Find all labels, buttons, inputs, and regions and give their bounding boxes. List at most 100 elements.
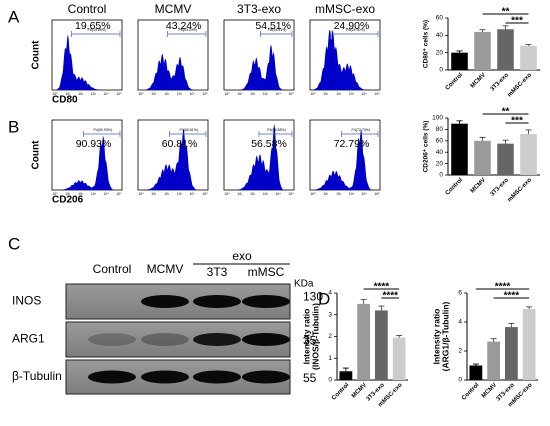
gate <box>71 31 121 37</box>
x-tick-label: Control <box>445 72 465 92</box>
row-label: INOS <box>12 294 41 308</box>
lane-label: MCMV <box>147 262 184 276</box>
bar <box>497 143 514 175</box>
x-tick-label: 10⁰ <box>310 92 316 96</box>
error-bar <box>456 50 463 53</box>
gate <box>167 31 207 37</box>
x-tick-label: 10² <box>250 192 256 196</box>
x-tick-label: 3T3-exo <box>490 72 511 93</box>
error-bar <box>525 43 532 46</box>
x-tick-label: 10⁴ <box>189 92 195 96</box>
x-tick-label: 10⁴ <box>103 92 109 96</box>
x-tick-label: 10⁴ <box>103 192 109 196</box>
percent-label: 54.51% <box>255 20 291 32</box>
y-tick-label: 0 <box>328 377 332 384</box>
row-label: β-Tubulin <box>12 369 62 383</box>
x-tick-label: Control <box>331 382 351 402</box>
x-tick-label: 10² <box>78 92 84 96</box>
x-tick-label: 10⁵ <box>202 92 208 96</box>
y-axis-label: Count <box>31 140 42 170</box>
significance-label: ** <box>502 107 510 118</box>
y-axis-label: Count <box>31 40 42 70</box>
y-tick-label: 2 <box>328 333 332 340</box>
bar <box>469 365 483 380</box>
gate <box>330 31 379 37</box>
x-tick-label: mMSC-exo <box>507 177 533 203</box>
marker-label: CD206 <box>52 195 84 206</box>
y-tick-label: 100 <box>432 115 443 122</box>
x-tick-label: 10¹ <box>323 192 329 196</box>
significance-label: *** <box>511 116 523 127</box>
x-tick-label: 10¹ <box>65 192 71 196</box>
error-bar <box>502 139 509 144</box>
y-tick-label: 6 <box>458 290 462 297</box>
x-tick-label: 10⁵ <box>116 192 122 196</box>
blot-band <box>242 370 290 384</box>
error-bar <box>508 323 515 328</box>
percent-label: 43.24% <box>166 20 202 32</box>
x-tick-label: 10⁰ <box>138 92 144 96</box>
x-tick-label: 10⁵ <box>374 92 380 96</box>
error-bar <box>479 29 486 32</box>
significance-label: **** <box>495 282 511 293</box>
group-title: 3T3-exo <box>237 2 281 16</box>
gate-label: P4(60.81%) <box>180 128 198 132</box>
x-tick-label: 10⁴ <box>275 92 281 96</box>
bar <box>474 31 491 70</box>
y-tick-label: 40 <box>436 32 444 39</box>
lane-label: Control <box>93 262 132 276</box>
lane-label: 3T3 <box>207 265 228 279</box>
x-tick-label: MCMV <box>470 72 487 89</box>
y-tick-label: 20 <box>436 49 444 56</box>
blot-band <box>242 295 290 308</box>
kda-label: 35 <box>303 334 317 348</box>
histogram-frame <box>309 119 381 191</box>
significance-label: **** <box>374 282 390 293</box>
histogram <box>52 34 122 90</box>
histogram <box>138 128 208 190</box>
blot-band <box>193 295 241 308</box>
blot-band <box>141 333 189 346</box>
x-tick-label: 10³ <box>91 192 97 196</box>
kda-label: 130 <box>303 290 323 304</box>
gate-label: P8(43.24%) <box>178 28 196 32</box>
error-bar <box>360 299 367 304</box>
lane-label: mMSC <box>248 265 285 279</box>
x-tick-label: 10³ <box>349 192 355 196</box>
x-tick-label: 10¹ <box>151 92 157 96</box>
x-tick-label: 10⁵ <box>288 192 294 196</box>
y-tick-label: 20 <box>436 160 444 167</box>
percent-label: 56.58% <box>251 138 287 150</box>
y-tick-label: 0 <box>439 172 443 179</box>
y-axis-label: (ARG1/β-Tubulin) <box>440 301 450 371</box>
gate <box>260 31 293 37</box>
error-bar <box>396 334 403 338</box>
x-tick-label: 10³ <box>177 192 183 196</box>
group-title: mMSC-exo <box>315 2 375 16</box>
x-tick-label: 10¹ <box>65 92 71 96</box>
x-tick-label: 10⁵ <box>202 192 208 196</box>
blot-band <box>88 370 136 384</box>
y-tick-label: 0 <box>439 67 443 74</box>
y-axis-label: (INOS/β-Tubulin) <box>310 303 320 370</box>
percent-label: 24.90% <box>334 20 370 32</box>
bar <box>520 45 537 70</box>
x-tick-label: 10¹ <box>151 192 157 196</box>
x-tick-label: 10³ <box>263 92 269 96</box>
percent-label: 72.79% <box>334 138 370 150</box>
kda-label: 55 <box>303 371 317 385</box>
panel-label: A <box>8 7 20 26</box>
x-tick-label: 10⁰ <box>224 92 230 96</box>
error-bar <box>456 120 463 124</box>
significance-label: **** <box>382 291 398 302</box>
bar <box>451 123 468 175</box>
x-tick-label: 10⁴ <box>275 192 281 196</box>
bar <box>339 371 353 380</box>
y-tick-label: 0 <box>458 377 462 384</box>
x-tick-label: 10² <box>78 192 84 196</box>
histogram <box>224 124 294 190</box>
bar <box>504 327 518 380</box>
x-tick-label: 10⁰ <box>224 192 230 196</box>
x-tick-label: 10³ <box>349 92 355 96</box>
unit-label: KDa <box>294 279 314 290</box>
